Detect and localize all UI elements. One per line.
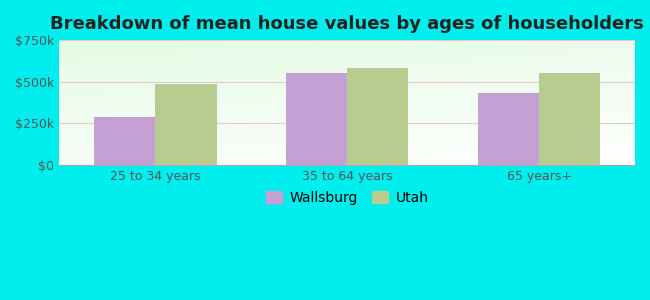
Title: Breakdown of mean house values by ages of householders: Breakdown of mean house values by ages o… bbox=[50, 15, 644, 33]
Bar bbox=[94, 117, 155, 165]
Bar bbox=[155, 84, 216, 165]
Bar bbox=[285, 73, 347, 165]
Bar bbox=[347, 68, 408, 165]
Bar bbox=[478, 93, 539, 165]
Bar bbox=[539, 73, 601, 165]
Legend: Wallsburg, Utah: Wallsburg, Utah bbox=[260, 185, 434, 210]
